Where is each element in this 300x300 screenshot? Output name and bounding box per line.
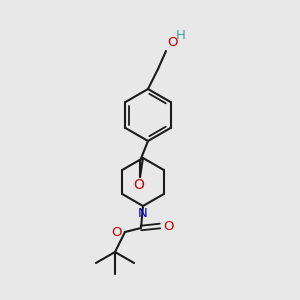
Text: O: O: [163, 220, 173, 232]
Text: O: O: [134, 178, 144, 192]
Text: H: H: [176, 29, 186, 42]
Text: N: N: [138, 207, 148, 220]
Text: O: O: [167, 36, 178, 49]
Text: O: O: [112, 226, 122, 238]
